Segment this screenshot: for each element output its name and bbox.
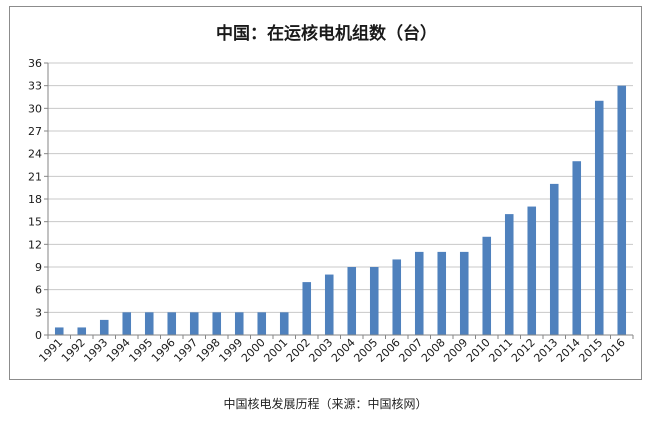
x-tick-label: 2004	[329, 336, 358, 365]
x-tick-label: 1993	[81, 336, 110, 365]
x-tick-label: 2014	[554, 336, 583, 365]
y-tick-label: 0	[35, 329, 42, 342]
x-tick-label: 2003	[306, 336, 335, 365]
bar-2003	[324, 274, 334, 335]
y-tick-label: 27	[28, 125, 42, 138]
x-tick-label: 2010	[464, 336, 493, 365]
bar-1997	[189, 312, 199, 335]
x-tick-label: 1995	[126, 336, 155, 365]
bar-1994	[122, 312, 132, 335]
bar-2008	[437, 251, 447, 335]
y-tick-label: 9	[35, 261, 42, 274]
bars	[54, 85, 627, 336]
bar-1991	[54, 327, 64, 335]
bar-2000	[257, 312, 267, 335]
bar-2004	[347, 267, 357, 335]
y-tick-label: 24	[28, 148, 42, 161]
x-tick-label: 2009	[441, 336, 470, 365]
x-tick-label: 2007	[396, 336, 425, 365]
y-tick-label: 36	[28, 57, 42, 70]
x-tick-label: 2000	[239, 336, 268, 365]
x-tick-label: 2012	[509, 336, 538, 365]
bar-2007	[414, 251, 424, 335]
bar-2006	[392, 259, 402, 335]
bar-2010	[482, 236, 492, 335]
bar-1998	[212, 312, 222, 335]
x-tick-label: 2002	[284, 336, 313, 365]
x-tick-label: 2015	[576, 336, 605, 365]
bar-1999	[234, 312, 244, 335]
x-tick-labels: 1991199219931994199519961997199819992000…	[36, 336, 627, 365]
y-tick-label: 6	[35, 284, 42, 297]
bar-1996	[167, 312, 177, 335]
x-tick-label: 1994	[104, 336, 133, 365]
y-tick-label: 15	[28, 216, 42, 229]
x-tick-label: 1992	[59, 336, 88, 365]
bar-2002	[302, 282, 312, 335]
bar-2016	[617, 85, 627, 336]
x-tick-label: 2013	[531, 336, 560, 365]
y-tick-label: 18	[28, 193, 42, 206]
bar-2005	[369, 267, 379, 335]
x-tick-label: 2008	[419, 336, 448, 365]
bar-2009	[459, 251, 469, 335]
x-tick-label: 1997	[171, 336, 200, 365]
x-tick-label: 2005	[351, 336, 380, 365]
bar-2012	[527, 206, 537, 335]
x-tick-label: 2001	[261, 336, 290, 365]
bar-2013	[549, 183, 559, 335]
x-tick-label: 2011	[486, 336, 515, 365]
x-tick-label: 1996	[149, 336, 178, 365]
bar-2014	[572, 161, 582, 335]
y-tick-label: 12	[28, 238, 42, 251]
axes	[44, 62, 634, 339]
y-tick-label: 3	[35, 306, 42, 319]
y-tick-label: 21	[28, 170, 42, 183]
bar-1993	[99, 319, 109, 335]
figure-caption: 中国核电发展历程（来源：中国核网）	[223, 397, 428, 411]
chart-title: 中国：在运核电机组数（台）	[216, 24, 437, 44]
bar-1995	[144, 312, 154, 335]
x-tick-label: 2006	[374, 336, 403, 365]
y-tick-label: 33	[28, 80, 42, 93]
x-tick-label: 1999	[216, 336, 245, 365]
gridlines	[48, 62, 633, 313]
bar-2001	[279, 312, 289, 335]
bar-2011	[504, 214, 514, 335]
bar-1992	[77, 327, 87, 335]
chart-frame: 中国：在运核电机组数（台） 0 3 6 9 12 15 18 21 24 27 30 33 36 199…	[9, 6, 642, 380]
x-tick-label: 1998	[194, 336, 223, 365]
y-tick-label: 30	[28, 102, 42, 115]
x-tick-label: 2016	[599, 336, 628, 365]
bar-2015	[594, 100, 604, 336]
